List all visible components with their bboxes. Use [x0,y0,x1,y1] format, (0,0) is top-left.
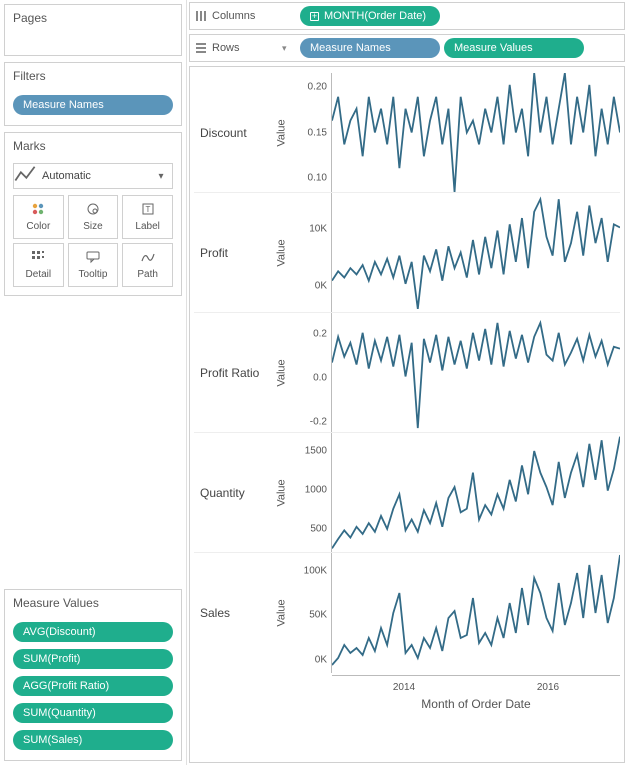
columns-label: Columns [212,10,282,22]
chart-row-profit: ProfitValue10K0K [194,193,620,313]
filters-card: Filters Measure Names [4,62,182,126]
chart-row-sales: SalesValue100K50K0K [194,553,620,673]
pages-title: Pages [5,5,181,31]
chart-row-discount: DiscountValue0.200.150.10 [194,73,620,193]
x-tick: 2016 [537,682,559,693]
color-icon [31,202,45,219]
plot-area[interactable] [332,313,620,432]
y-ticks: 0.20.0-0.2 [290,313,332,432]
rows-pill[interactable]: Measure Names [300,38,440,58]
mv-pill[interactable]: SUM(Quantity) [13,703,173,723]
mark-path-button[interactable]: Path [122,243,173,287]
mark-label-button[interactable]: TLabel [122,195,173,239]
y-ticks: 100K50K0K [290,553,332,673]
y-axis-title: Value [276,359,288,386]
y-axis-title: Value [276,599,288,626]
marks-title: Marks [5,133,181,159]
columns-icon [190,10,212,22]
columns-shelf[interactable]: Columns +MONTH(Order Date) [189,2,625,30]
measure-values-card: Measure Values AVG(Discount) SUM(Profit) A… [4,589,182,761]
path-icon [141,250,155,267]
row-label: Discount [194,73,274,192]
chevron-down-icon: ▾ [150,171,172,182]
mark-color-button[interactable]: Color [13,195,64,239]
plot-area[interactable] [332,193,620,312]
plot-area[interactable] [332,433,620,552]
rows-pill[interactable]: Measure Values [444,38,584,58]
plot-area[interactable] [332,553,620,673]
mv-pill[interactable]: SUM(Profit) [13,649,173,669]
mark-tooltip-button[interactable]: Tooltip [68,243,119,287]
svg-text:T: T [145,205,150,214]
y-ticks: 10K0K [290,193,332,312]
pages-card: Pages [4,4,182,56]
marks-card: Marks Automatic ▾ ColorSizeTLabelDetailT… [4,132,182,296]
measure-values-title: Measure Values [5,590,181,616]
chart-row-profit-ratio: Profit RatioValue0.20.0-0.2 [194,313,620,433]
row-label: Sales [194,553,274,673]
visualization-area: DiscountValue0.200.150.10ProfitValue10K0… [189,66,625,763]
detail-icon [31,250,45,267]
rows-label: Rows [212,42,282,54]
mv-pill[interactable]: AVG(Discount) [13,622,173,642]
y-axis-title: Value [276,119,288,146]
plot-area[interactable] [332,73,620,192]
marks-type-select[interactable]: Automatic ▾ [13,163,173,189]
x-axis: 2014 2016 [194,675,620,693]
row-label: Quantity [194,433,274,552]
y-axis-title: Value [276,479,288,506]
mv-pill[interactable]: AGG(Profit Ratio) [13,676,173,696]
mark-size-button[interactable]: Size [68,195,119,239]
line-icon [14,164,36,189]
rows-icon [190,42,212,54]
y-axis-title: Value [276,239,288,266]
row-label: Profit [194,193,274,312]
rows-shelf[interactable]: Rows ▾ Measure NamesMeasure Values [189,34,625,62]
size-icon [86,202,100,219]
x-tick: 2014 [393,682,415,693]
tooltip-icon [86,250,100,267]
chevron-down-icon: ▾ [282,43,296,54]
y-ticks: 0.200.150.10 [290,73,332,192]
row-label: Profit Ratio [194,313,274,432]
x-axis-title: Month of Order Date [332,693,620,711]
y-ticks: 15001000500 [290,433,332,552]
label-icon: T [141,202,155,219]
columns-pill-month[interactable]: +MONTH(Order Date) [300,6,440,26]
filter-pill-measure-names[interactable]: Measure Names [13,95,173,115]
mv-pill[interactable]: SUM(Sales) [13,730,173,750]
filters-title: Filters [5,63,181,89]
mark-detail-button[interactable]: Detail [13,243,64,287]
chart-row-quantity: QuantityValue15001000500 [194,433,620,553]
